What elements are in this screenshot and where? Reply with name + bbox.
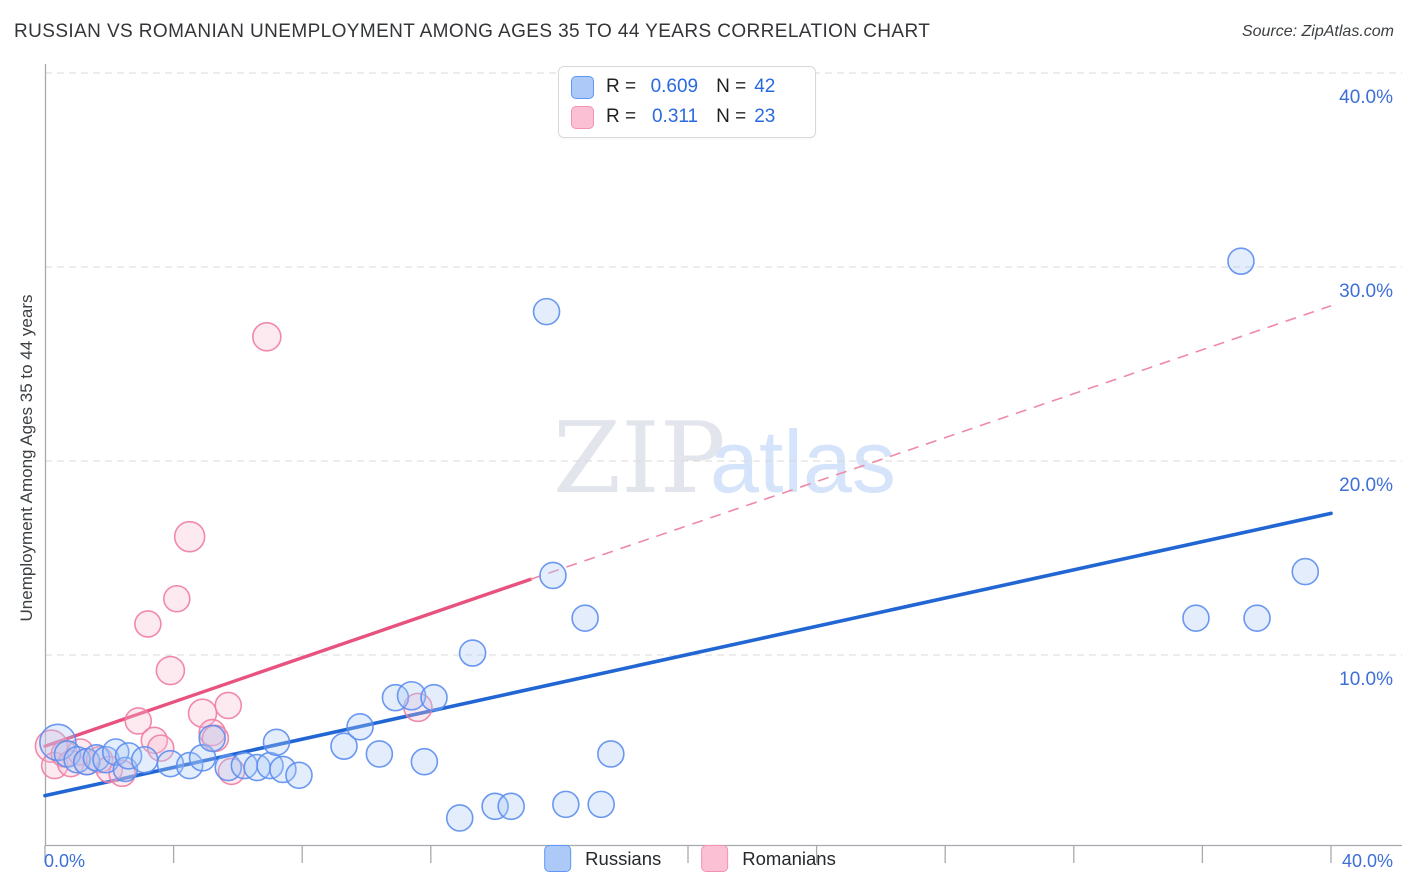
russians-point[interactable] xyxy=(587,790,615,819)
russians-trend-line xyxy=(43,511,1333,798)
source-label: Source: ZipAtlas.com xyxy=(1241,23,1394,40)
r-value: 0.311 xyxy=(651,106,699,127)
russians-point[interactable] xyxy=(269,755,297,784)
russians-point[interactable] xyxy=(481,792,509,821)
russians-point[interactable] xyxy=(175,751,204,780)
romanians-legend-label: Romanians xyxy=(742,847,836,869)
russians-legend-label: Russians xyxy=(585,847,662,869)
russians-point[interactable] xyxy=(262,728,291,757)
russians-point[interactable] xyxy=(381,683,410,712)
r-label: R = xyxy=(606,106,637,127)
russians-point[interactable] xyxy=(552,790,580,819)
romanians-point[interactable] xyxy=(124,707,153,735)
russians-point[interactable] xyxy=(571,604,599,632)
x-axis-min-label: 0.0% xyxy=(44,851,86,871)
russians-point[interactable] xyxy=(458,639,487,667)
y-tick-label: 30.0% xyxy=(1339,281,1393,302)
legend-row-romanians: R = 0.311 N = 23 xyxy=(571,104,803,130)
russians-point[interactable] xyxy=(285,761,313,790)
n-label: N = xyxy=(716,76,747,97)
n-value: 23 xyxy=(754,106,776,127)
russians-point[interactable] xyxy=(114,742,143,770)
romanians-point[interactable] xyxy=(146,734,175,762)
romanians-point[interactable] xyxy=(173,520,206,553)
romanians-trend-line xyxy=(43,577,533,748)
romanians-trend-extrapolation xyxy=(530,305,1332,581)
russians-point[interactable] xyxy=(420,683,448,712)
n-label: N = xyxy=(716,106,747,127)
russians-point[interactable] xyxy=(130,745,159,774)
romanians-point[interactable] xyxy=(214,691,243,720)
x-axis-max-label: 40.0% xyxy=(1341,851,1393,871)
russians-swatch-icon xyxy=(544,845,572,872)
legend-row-russians: R = 0.609 N = 42 xyxy=(571,74,803,100)
russians-point[interactable] xyxy=(1182,604,1210,632)
correlation-legend: R = 0.609 N = 42 R = 0.311 N = 23 xyxy=(558,66,816,138)
russians-point[interactable] xyxy=(198,724,226,753)
russians-swatch-icon xyxy=(571,75,594,99)
y-tick-label: 20.0% xyxy=(1339,475,1393,496)
y-axis-title: Unemployment Among Ages 35 to 44 years xyxy=(17,294,36,622)
russians-point[interactable] xyxy=(330,732,358,760)
russians-point[interactable] xyxy=(445,804,474,832)
romanians-swatch-icon xyxy=(701,845,729,872)
page-title: RUSSIAN VS ROMANIAN UNEMPLOYMENT AMONG A… xyxy=(14,21,931,42)
russians-point[interactable] xyxy=(497,792,525,821)
romanians-point[interactable] xyxy=(252,322,282,352)
watermark-zip: ZIP xyxy=(553,402,726,516)
russians-point[interactable] xyxy=(539,561,567,590)
russians-point[interactable] xyxy=(410,747,439,776)
r-label: R = xyxy=(606,76,637,97)
russians-point[interactable] xyxy=(1227,247,1255,275)
n-value: 42 xyxy=(754,76,776,97)
russians-point[interactable] xyxy=(365,740,394,768)
russians-point[interactable] xyxy=(396,680,427,711)
y-tick-label: 40.0% xyxy=(1339,87,1393,108)
russians-point[interactable] xyxy=(346,712,374,741)
romanians-point[interactable] xyxy=(155,655,186,686)
romanians-point[interactable] xyxy=(134,610,162,638)
romanians-swatch-icon xyxy=(571,105,594,129)
russians-point[interactable] xyxy=(1291,557,1320,586)
russians-point[interactable] xyxy=(597,740,625,768)
russians-point[interactable] xyxy=(532,297,561,326)
russians-point[interactable] xyxy=(1243,604,1271,632)
series-legend: Russians Romanians xyxy=(544,845,862,872)
y-tick-label: 10.0% xyxy=(1339,669,1393,690)
romanians-point[interactable] xyxy=(163,584,191,613)
r-value: 0.609 xyxy=(650,76,699,97)
romanians-point[interactable] xyxy=(108,759,136,788)
